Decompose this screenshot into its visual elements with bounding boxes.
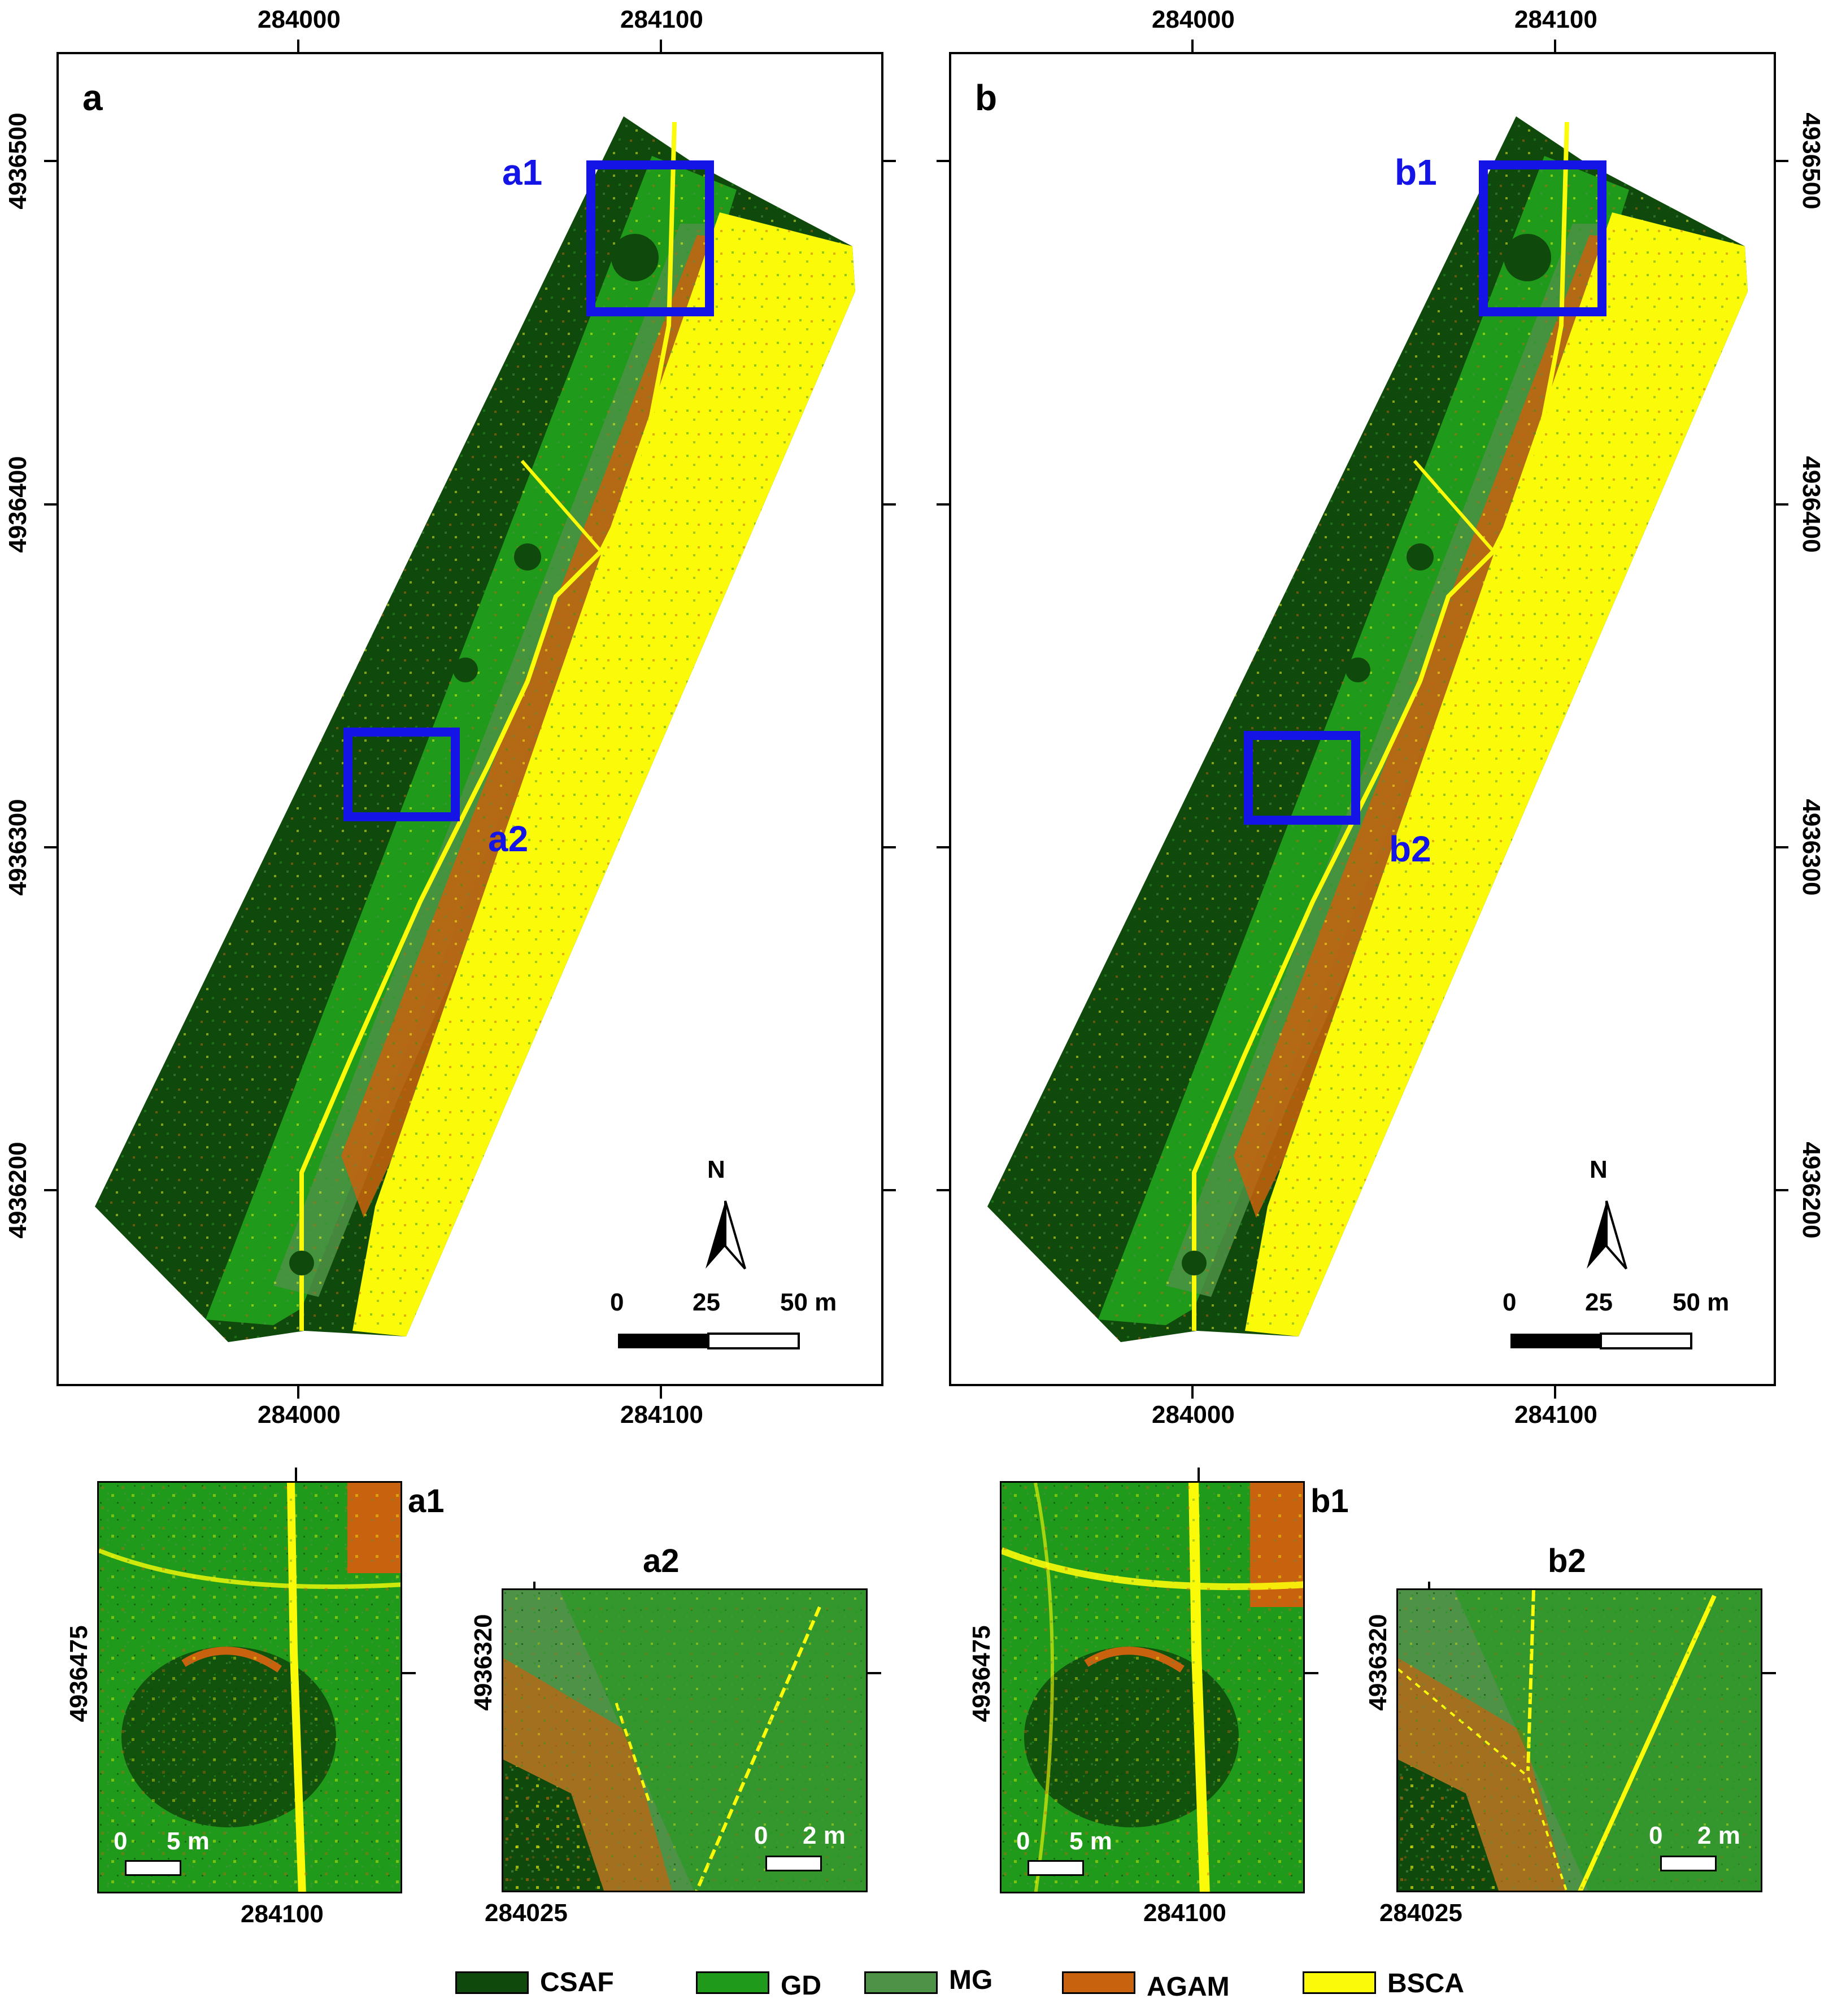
inset-scale-0: 0 [1649,1822,1663,1849]
inset-a2-x-tick: 284025 [485,1899,568,1927]
scale-bar [1510,1333,1692,1349]
classification-map-a [95,116,855,1349]
scale-label-0: 0 [610,1288,624,1316]
inset-box-b2 [1244,731,1360,825]
legend-label-bsca: BSCA [1387,1969,1465,1998]
legend-swatch-csaf [455,1971,529,1994]
inset-map-b1: 0 5 m [1000,1481,1305,1893]
legend-label-csaf: CSAF [540,1967,614,1997]
y-tick-right-4936300: 4936300 [1797,799,1825,896]
inset-scale-bar [1660,1856,1717,1871]
inset-scale-bar [125,1860,181,1876]
inset-scale-bar [1027,1860,1084,1876]
inset-map-a1: 0 5 m [97,1481,402,1893]
x-tick-bottom-284000: 284000 [258,1401,341,1429]
inset-scale-0: 0 [754,1822,768,1849]
inset-box-a1 [586,160,714,316]
inset-title-b2: b2 [1548,1543,1586,1579]
inset-title-b1: b1 [1310,1483,1349,1519]
y-tick-right-4936200: 4936200 [1797,1142,1825,1239]
inset-scale-bar [765,1856,822,1871]
x-tick-bottom-284000: 284000 [1152,1401,1235,1429]
inset-scale-5m: 5 m [1069,1827,1112,1855]
x-tick-top-284100: 284100 [1514,6,1597,33]
inset-title-a2: a2 [643,1543,680,1579]
inset-map-a2: 0 2 m [502,1588,868,1892]
box-label-a2: a2 [488,818,529,859]
inset-map-b2: 0 2 m [1396,1588,1762,1892]
inset-scale-5m: 5 m [167,1827,210,1855]
inset-b2-x-tick: 284025 [1379,1899,1462,1927]
map-panel-b: b b1 b2 N 0 25 50 m [949,52,1776,1386]
inset-box-a2 [343,728,460,821]
north-arrow-icon [706,1200,746,1270]
legend-label-mg: MG [949,1965,993,1995]
scale-label-25: 25 [693,1288,720,1316]
x-tick-top-284100: 284100 [620,6,703,33]
x-tick-top-284000: 284000 [1152,6,1235,33]
scale-label-25: 25 [1585,1288,1613,1316]
scale-label-50: 50 m [780,1288,837,1316]
y-tick-left-4936500: 4936500 [4,112,32,210]
scale-label-50: 50 m [1673,1288,1730,1316]
classification-map-b [987,116,1748,1349]
inset-scale-0: 0 [114,1827,128,1855]
inset-scale-2m: 2 m [1697,1822,1740,1849]
panel-label: a [82,77,103,118]
y-tick-left-4936200: 4936200 [4,1142,32,1239]
inset-scale-0: 0 [1016,1827,1030,1855]
x-tick-bottom-284100: 284100 [620,1401,703,1429]
y-tick-left-4936400: 4936400 [4,456,32,553]
legend-swatch-agam [1062,1971,1135,1994]
inset-title-a1: a1 [408,1483,445,1519]
scale-bar [618,1333,800,1349]
inset-a1-x-tick: 284100 [241,1900,324,1928]
y-tick-right-4936500: 4936500 [1797,112,1825,210]
x-tick-bottom-284100: 284100 [1514,1401,1597,1429]
inset-scale-2m: 2 m [803,1822,846,1849]
box-label-b1: b1 [1395,152,1437,193]
north-label: N [1590,1156,1608,1183]
north-label: N [707,1156,725,1183]
panel-label: b [975,77,998,118]
box-label-a1: a1 [502,152,543,193]
inset-b1-y-tick: 4936475 [968,1625,995,1722]
legend-swatch-mg [864,1971,938,1994]
scale-label-0: 0 [1503,1288,1517,1316]
inset-b1-x-tick: 284100 [1143,1899,1226,1927]
inset-a1-y-tick: 4936475 [65,1625,93,1722]
inset-a2-y-tick: 4936320 [469,1614,497,1711]
legend-swatch-gd [696,1971,769,1994]
legend-label-agam: AGAM [1147,1972,1230,2002]
x-tick-top-284000: 284000 [258,6,341,33]
box-label-b2: b2 [1389,829,1431,869]
inset-b2-y-tick: 4936320 [1364,1614,1392,1711]
y-tick-left-4936300: 4936300 [4,799,32,896]
legend-label-gd: GD [781,1971,821,2001]
north-arrow-icon [1587,1200,1627,1270]
map-panel-a: a a1 a2 N 0 25 50 m [56,52,883,1386]
legend-swatch-bsca [1303,1971,1376,1994]
y-tick-right-4936400: 4936400 [1797,456,1825,553]
inset-box-b1 [1479,160,1606,316]
